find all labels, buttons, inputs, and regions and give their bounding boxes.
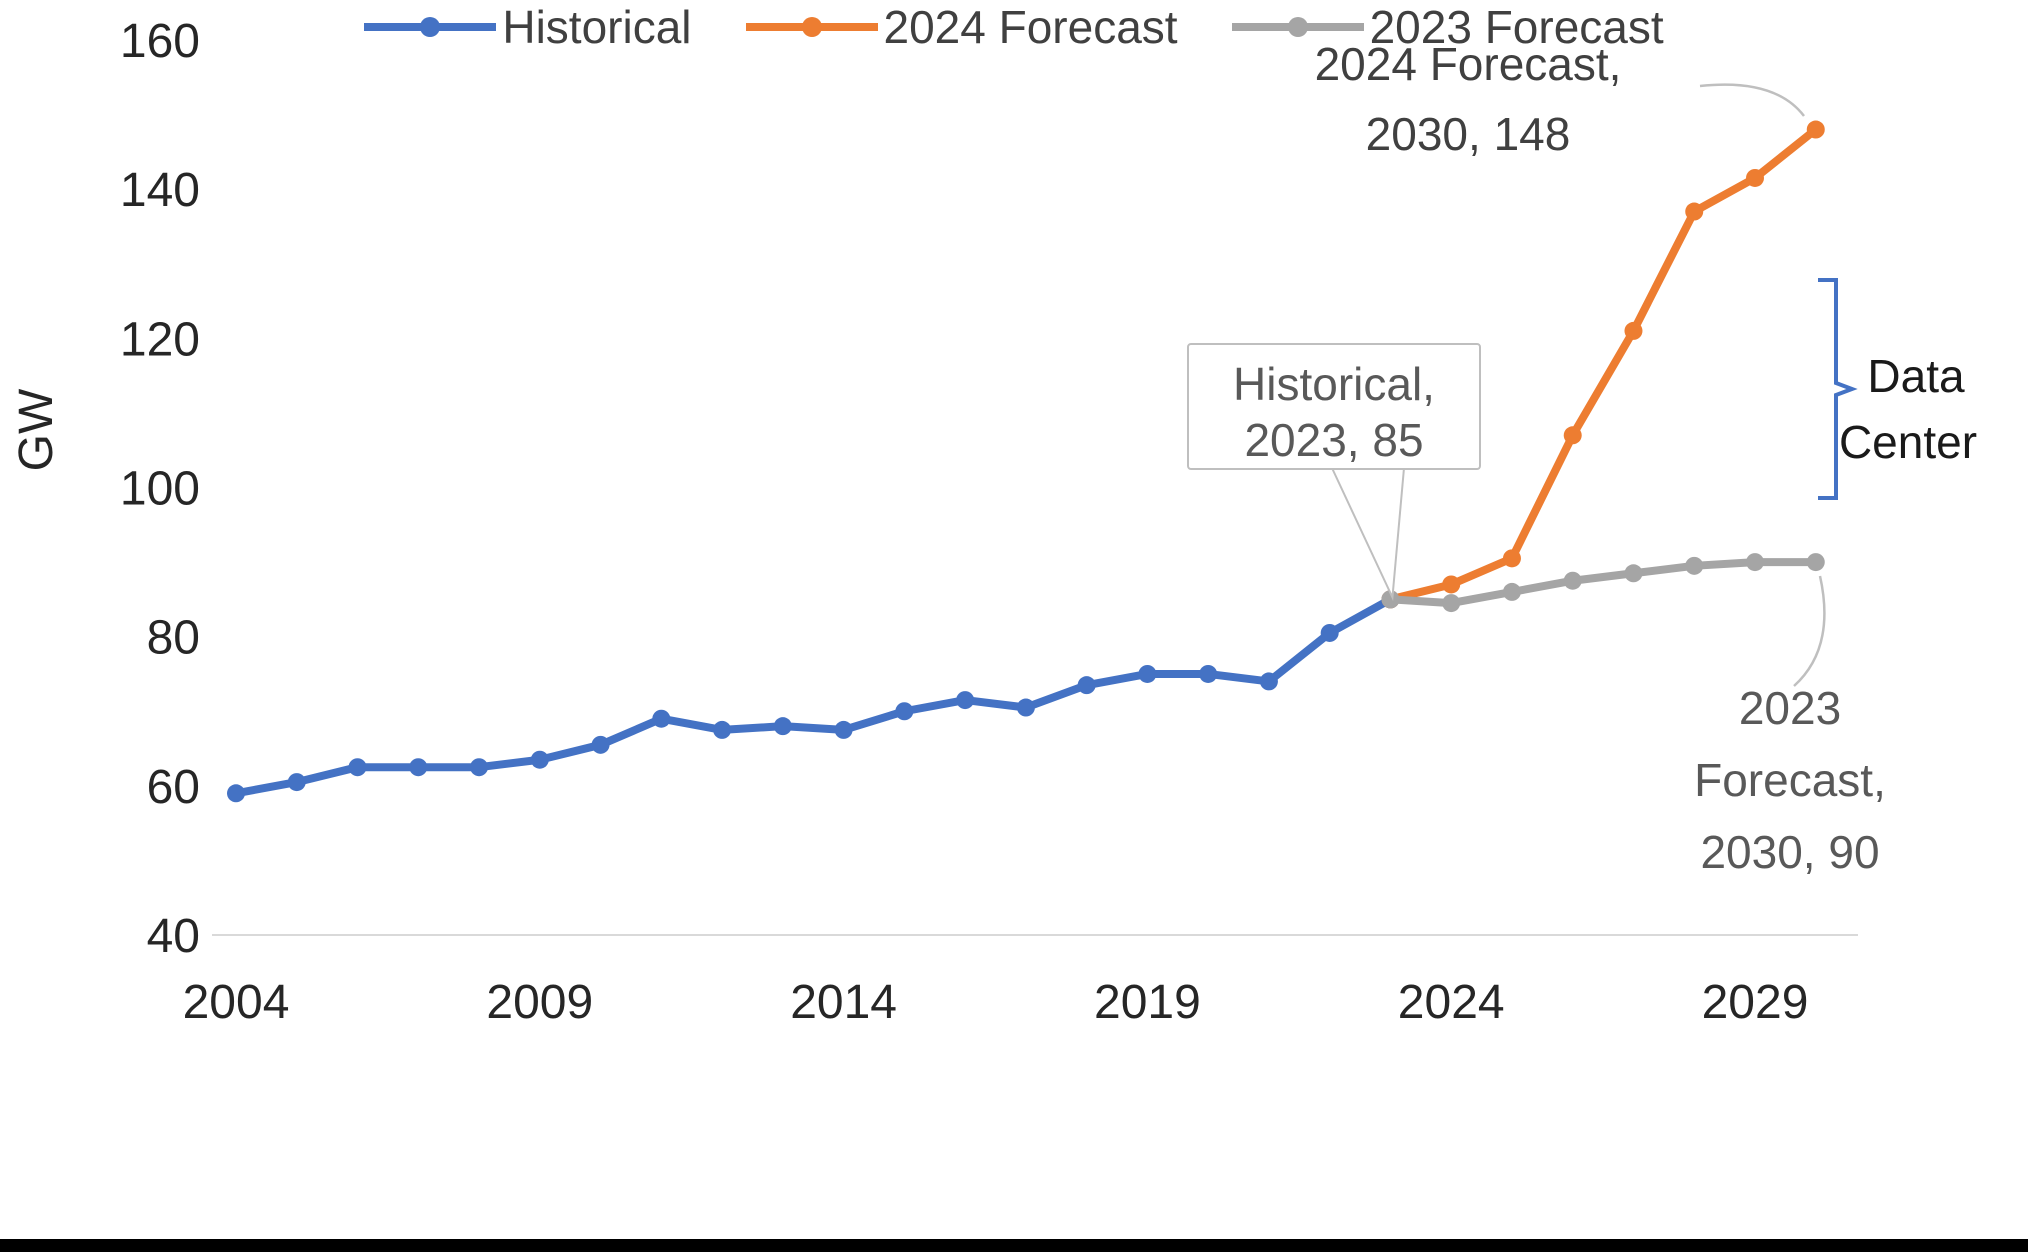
data-point-historical [1016,698,1035,717]
annotation-2023-forecast-line2: Forecast, [1694,754,1886,806]
data-point-historical [713,720,732,739]
series-line-2024-forecast [1386,125,1820,604]
data-point-historical [1077,676,1096,695]
data-point-2023-forecast [1502,582,1521,601]
legend-marker-icon [1231,17,1364,37]
x-tick-label: 2014 [790,976,897,1029]
y-tick-label: 160 [120,15,200,68]
data-point-historical [1138,664,1157,683]
legend-label: 2023 Forecast [1369,1,1664,53]
legend-label: 2024 Forecast [883,1,1178,53]
annotation-historical-line2: 2023, 85 [1244,414,1423,466]
annotation-data-center-line2: Center [1839,416,1977,468]
data-point-historical [470,758,489,777]
line-chart: 40 60 80 100 120 140 160 2004 2009 2014 2019 2024 20… [10,15,1977,1029]
data-point-2023-forecast [1685,556,1704,575]
y-tick-label: 60 [147,761,200,814]
data-point-historical [409,758,428,777]
data-point-historical [591,735,610,754]
data-point-2023-forecast [1563,571,1582,590]
data-point-2023-forecast [1624,564,1643,583]
data-center-bracket [1818,278,1858,500]
legend-dot [420,17,441,37]
data-point-historical [1259,672,1278,691]
y-axis-title: GW [10,388,63,471]
legend-dot [1287,17,1308,37]
data-point-historical [773,717,792,736]
data-point-2023-forecast [1806,553,1825,572]
annotation-2024-forecast-line1: 2024 Forecast, [1315,38,1622,90]
data-point-historical [287,773,306,792]
chart-legend: Historical 2024 Forecast 2023 Forecast [0,0,2028,54]
data-point-2024-forecast [1502,549,1521,568]
data-point-historical [652,709,671,728]
data-point-2023-forecast [1381,590,1400,609]
legend-marker-icon [364,17,497,37]
legend-item-2023-forecast: 2023 Forecast [1231,0,1664,54]
series-line-historical [232,595,1395,798]
bottom-edge-bar [0,1239,2028,1252]
y-tick-label: 100 [120,463,200,516]
legend-label: Historical [502,1,692,53]
x-tick-label: 2004 [183,976,290,1029]
data-point-2024-forecast [1685,202,1704,221]
data-point-2023-forecast [1746,553,1764,572]
y-tick-label: 140 [120,164,200,217]
data-point-historical [956,691,975,710]
annotation-2023-forecast-line1: 2023 [1739,682,1841,734]
data-point-historical [227,784,245,803]
series-line-2023-forecast [1386,558,1820,608]
x-tick-label: 2029 [1702,976,1809,1029]
x-tick-label: 2009 [486,976,593,1029]
legend-item-historical: Historical [364,0,692,54]
callout-box [1187,343,1481,470]
data-point-2024-forecast [1563,426,1582,445]
data-point-historical [834,720,853,739]
data-point-historical [895,702,914,721]
data-point-historical [530,750,549,769]
data-point-2024-forecast [1442,575,1461,594]
callout-pointer [1331,467,1405,602]
annotation-2023-forecast-line3: 2030, 90 [1700,826,1879,878]
data-point-2024-forecast [1746,168,1764,187]
legend-dot [801,17,822,37]
data-point-2023-forecast [1442,594,1461,613]
legend-item-2024-forecast: 2024 Forecast [745,0,1178,54]
y-tick-label: 40 [147,910,200,963]
annotation-historical-line1: Historical, [1233,358,1435,410]
x-tick-label: 2019 [1094,976,1201,1029]
legend-marker-icon [745,17,878,37]
x-tick-label: 2024 [1398,976,1505,1029]
leader-line-2023-forecast [1793,575,1826,687]
y-tick-label: 120 [120,313,200,366]
data-point-historical [1199,664,1218,683]
data-point-2024-forecast [1624,321,1643,340]
annotation-2024-forecast-line2: 2030, 148 [1366,108,1571,160]
data-point-2024-forecast [1806,120,1825,139]
y-tick-label: 80 [147,612,200,665]
data-point-historical [348,758,367,777]
leader-line-2024-forecast [1699,83,1805,117]
annotation-data-center-line1: Data [1867,350,1965,402]
data-point-historical [1320,623,1339,642]
